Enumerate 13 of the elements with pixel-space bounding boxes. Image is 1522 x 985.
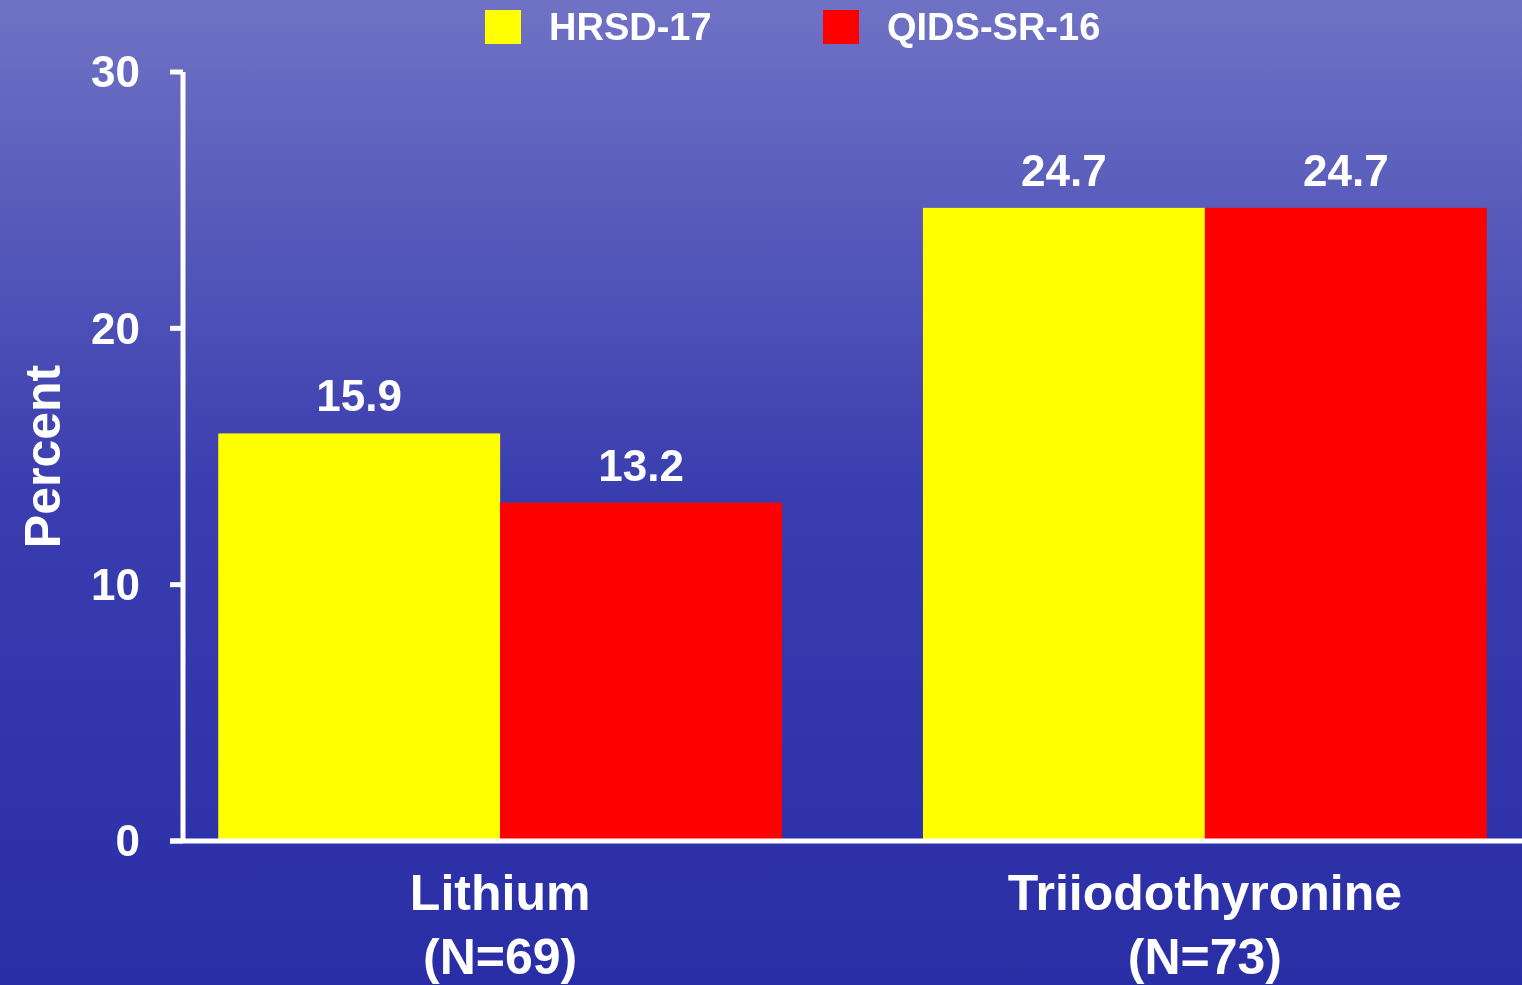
data-label: 24.7 [1021,145,1107,195]
x-tick-label: Triiodothyronine (N=73) [1007,865,1403,985]
legend-label: QIDS-SR-16 [887,6,1101,49]
y-tick-label: 20 [91,303,140,353]
y-axis-title: Percent [15,364,71,549]
y-tick-label: 30 [91,47,140,97]
legend-label: HRSD-17 [549,6,712,49]
x-tick-label: Lithium (N=69) [409,865,591,985]
data-label: 15.9 [316,371,402,421]
data-label: 24.7 [1303,145,1389,195]
data-label: 13.2 [598,440,684,490]
y-tick-label: 10 [91,560,140,610]
y-tick-label: 0 [115,816,140,866]
